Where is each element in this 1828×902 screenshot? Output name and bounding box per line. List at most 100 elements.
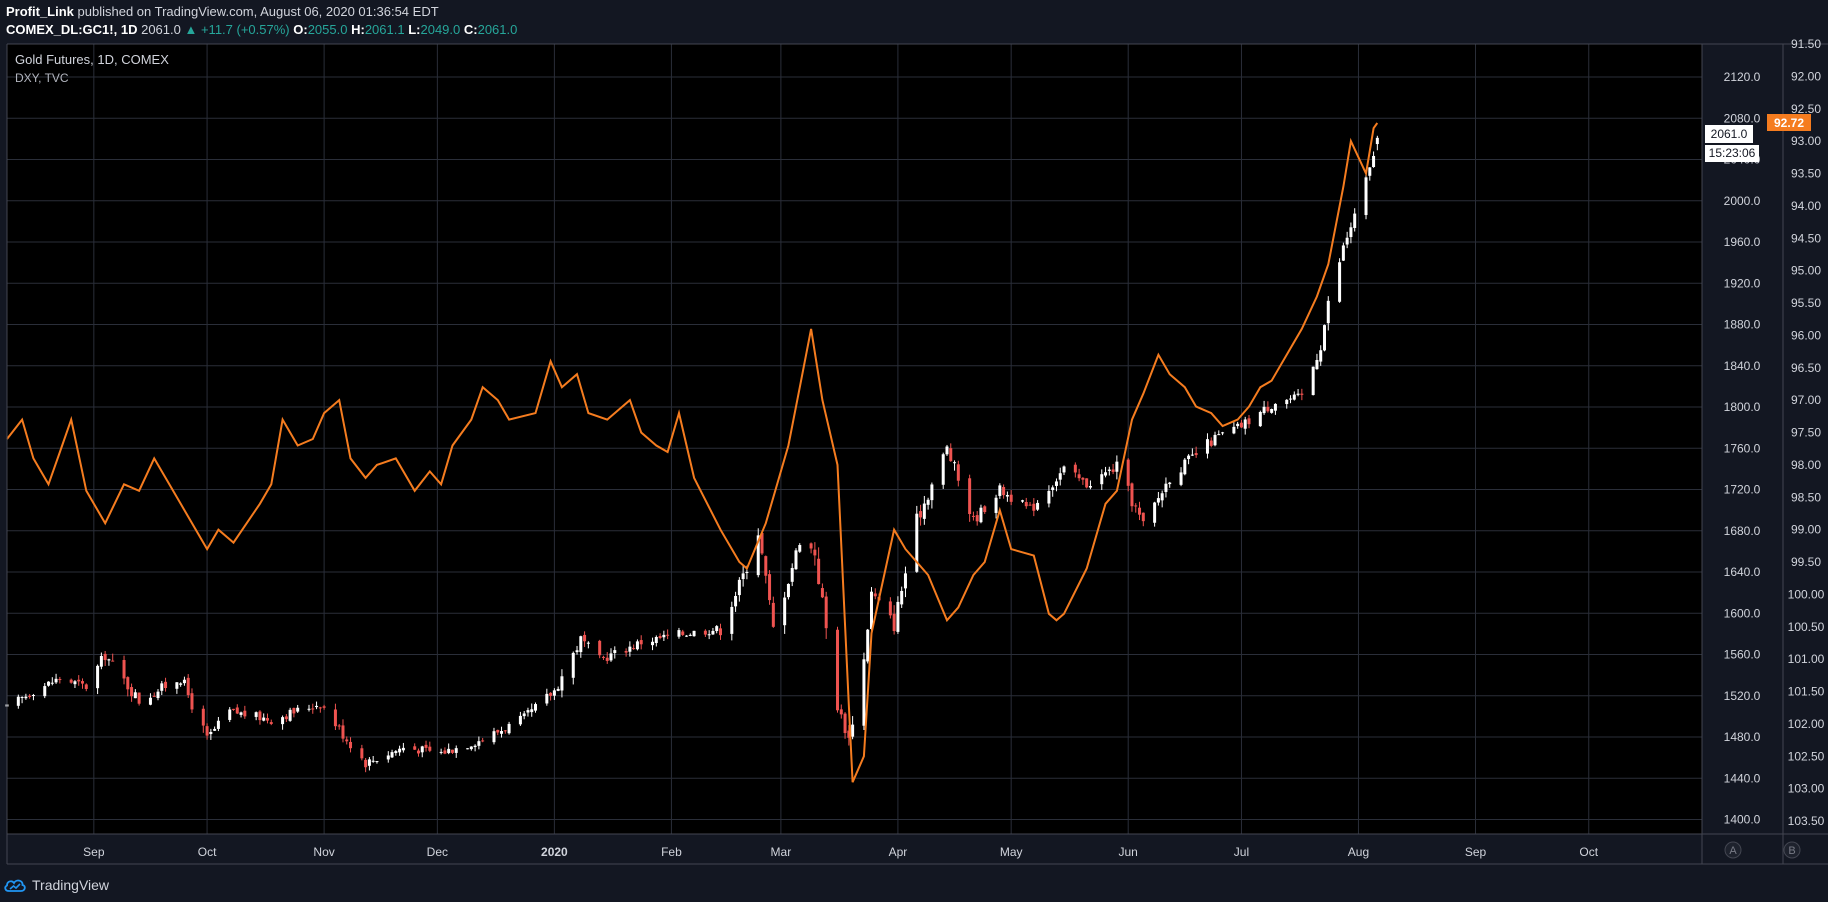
candle-body [239,712,243,715]
candle-body [915,513,919,572]
candle-body [624,650,628,653]
candle-body [292,707,296,714]
candle-body [103,653,107,661]
candle-body [692,630,696,637]
candle-body [386,755,390,760]
candle-body [179,683,183,685]
gold-candles [5,135,1379,773]
candle-body [783,597,787,626]
gold-axis-ticks[interactable]: 2120.02080.02040.02000.01960.01920.01880… [1724,70,1761,827]
candle-body [1138,507,1142,515]
candle-body [930,484,934,501]
candle-body [281,717,285,725]
candle-body [190,693,194,710]
scale-b-button[interactable] [1783,841,1801,859]
dxy-axis-ticks[interactable]: 91.50 92.00 92.50 93.00 93.50 94.00 94.50 95.00… [1788,37,1825,828]
candle-body [862,659,866,726]
candle-body [1047,490,1051,504]
candle-body [1247,418,1251,425]
candle-body [522,713,526,717]
candle-body [111,660,115,662]
candle-body [1262,406,1266,414]
candle-body [47,681,51,686]
high-label: H: [351,22,365,37]
dxy-tick-label: 102.50 [1788,749,1825,763]
symbol-label[interactable]: COMEX_DL:GC1!, 1D [6,22,138,37]
candle-body [817,558,821,585]
author-name[interactable]: Profit_Link [6,4,74,19]
time-tick-label: Dec [427,845,448,859]
time-tick-label: 2020 [541,845,568,859]
candle-body [122,660,126,679]
time-tick-label: Aug [1348,845,1369,859]
candle-body [628,646,632,652]
candle-body [813,549,817,556]
candle-body [152,695,156,697]
candle-body [737,579,741,596]
candle-body [688,634,692,636]
candle-body [186,677,190,696]
candle-body [635,641,639,650]
candle-body [530,709,534,713]
candle-body [711,630,715,635]
candle-body [1073,464,1077,473]
candle-body [288,709,292,721]
candle-body [1134,505,1138,507]
candle-body [1058,473,1062,480]
candle-body [1239,422,1243,428]
candle-body [1054,481,1058,486]
high-value: 2061.1 [364,22,405,37]
legend-main-series[interactable]: Gold Futures, 1D, COMEX [15,52,169,67]
candle-body [583,634,587,642]
legend-compare-series[interactable]: DXY, TVC [15,71,69,85]
candle-body [1179,472,1183,485]
gold-tick-label: 1440.0 [1724,771,1761,785]
candle-body [892,613,896,632]
candle-body [666,634,670,636]
candle-body [575,650,579,653]
candle-body [824,596,828,629]
dxy-tick-label: 93.00 [1791,134,1821,148]
candle-body [126,677,130,690]
candle-body [28,695,32,697]
candle-body [20,696,24,698]
candle-body [258,711,262,721]
open-label: O: [293,22,308,37]
candle-body [424,744,428,748]
candle-body [148,697,152,705]
candle-body [454,748,458,753]
time-axis-ticks[interactable]: Sep Oct Nov Dec 2020 Feb Mar Apr May Jun Jul Aug Sep… [83,845,1599,859]
candle-body [654,636,658,644]
candle-body [1051,487,1055,491]
candle-body [73,681,77,685]
candle-body [416,750,420,754]
candle-body [941,454,945,485]
candle-body [182,679,186,684]
candle-body [1020,500,1024,502]
candle-body [1209,440,1213,446]
published-text: published on TradingView.com, August 06,… [77,4,439,19]
candle-body [1273,403,1277,411]
auto-scale-button[interactable] [1724,841,1742,859]
dxy-tick-label: 92.50 [1791,102,1821,116]
dxy-tick-label: 99.00 [1791,523,1821,537]
candle-body [734,595,738,607]
dxy-tick-label: 101.50 [1788,685,1825,699]
candle-body [768,574,772,601]
dxy-tick-label: 93.50 [1791,167,1821,181]
dxy-tick-label: 100.00 [1788,587,1825,601]
candle-body [469,746,473,750]
gold-tick-label: 1520.0 [1724,689,1761,703]
candle-body [1345,237,1349,245]
footer-brand[interactable]: TradingView [4,873,109,897]
plot-area[interactable] [7,44,1702,834]
candle-body [1126,459,1130,486]
candle-body [318,707,322,709]
candle-body [213,728,217,731]
gold-tick-label: 1400.0 [1724,813,1761,827]
candle-body [1024,501,1028,507]
candle-body [1349,227,1353,238]
candle-body [1364,177,1368,216]
auto-scale-label: A [1729,845,1737,857]
